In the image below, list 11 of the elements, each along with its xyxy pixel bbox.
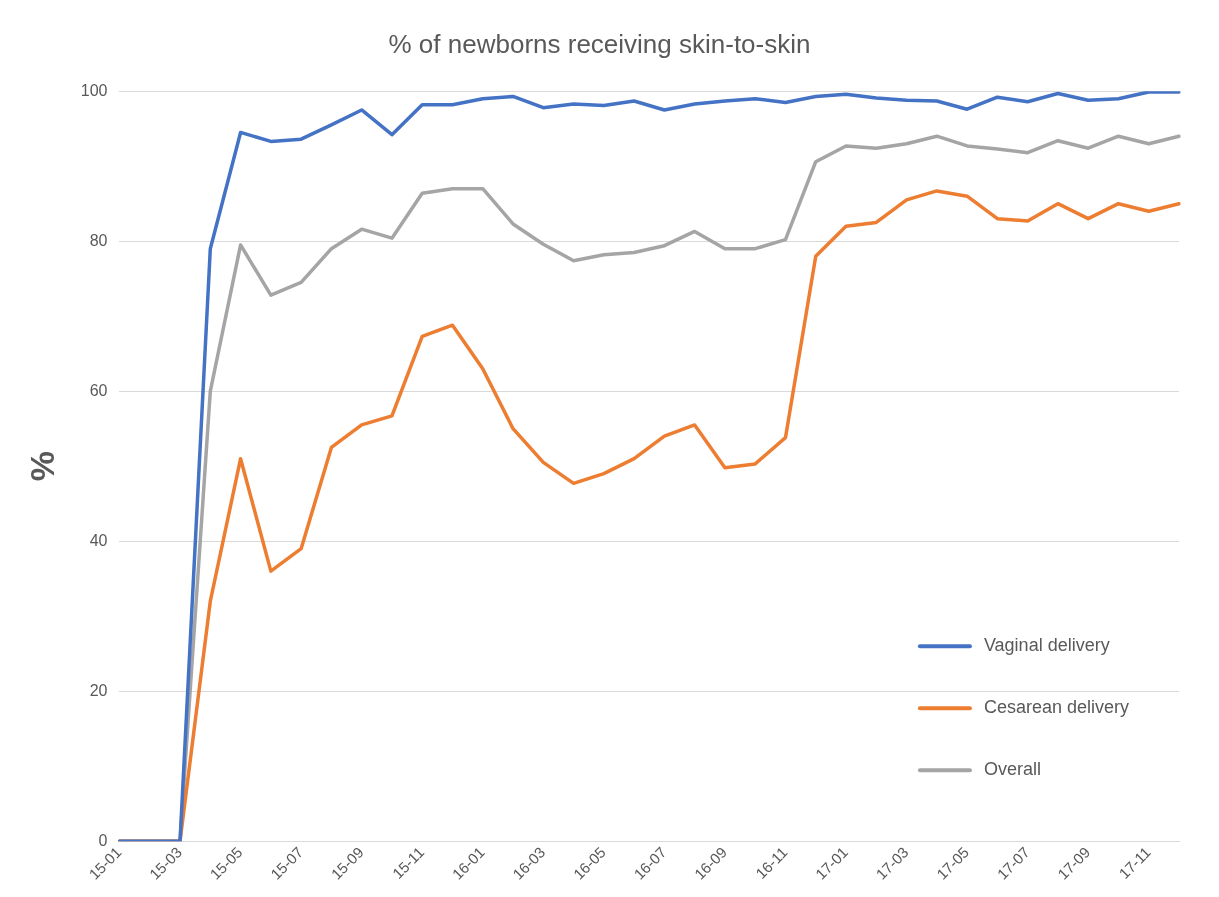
y-tick-label: 0 [98,831,108,849]
legend-label: Vaginal delivery [983,635,1110,656]
y-tick-label: 60 [89,381,108,399]
legend-label: Cesarean delivery [983,697,1130,718]
y-tick-label: 80 [89,231,108,249]
y-tick-label: 100 [80,81,108,99]
y-tick-label: 20 [89,681,108,699]
y-axis-title: % [22,451,61,482]
legend-label: Overall [983,759,1041,780]
y-tick-label: 40 [89,531,108,549]
chart-title: % of newborns receiving skin-to-skin [388,28,811,59]
